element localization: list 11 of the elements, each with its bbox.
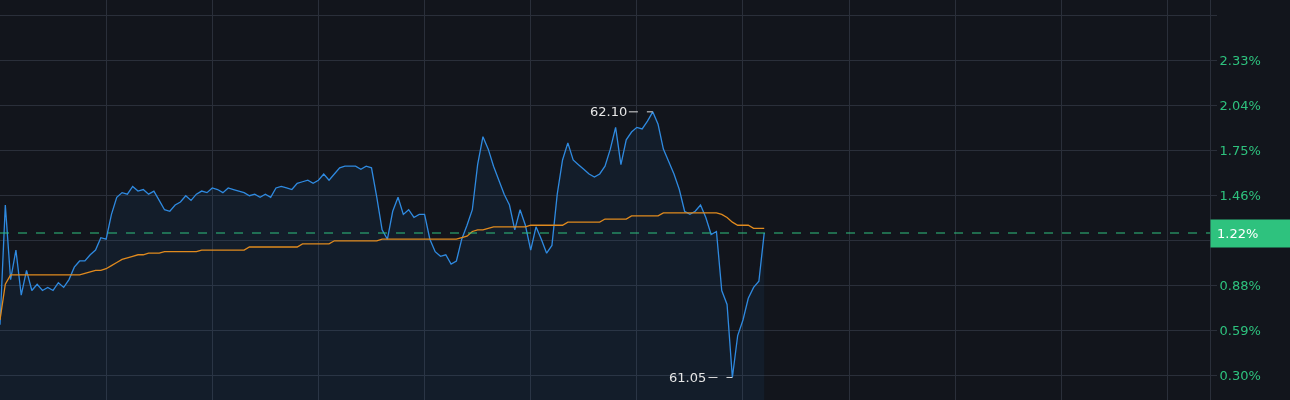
y-tick-label: 1.46% — [1219, 188, 1261, 204]
y-tick-label: 2.04% — [1219, 98, 1261, 114]
y-tick-label: 1.75% — [1219, 143, 1261, 159]
y-tick-label: 0.30% — [1219, 368, 1261, 384]
y-tick-label: 0.59% — [1219, 323, 1261, 339]
annotation: 61.05 — [669, 370, 707, 385]
line-series — [0, 212, 765, 321]
y-tick-label: 0.88% — [1219, 278, 1261, 294]
ref-line-label: 1.22% — [1217, 226, 1259, 241]
y-tick-label: 2.33% — [1219, 53, 1261, 69]
annotation: 62.10 — [590, 104, 628, 119]
